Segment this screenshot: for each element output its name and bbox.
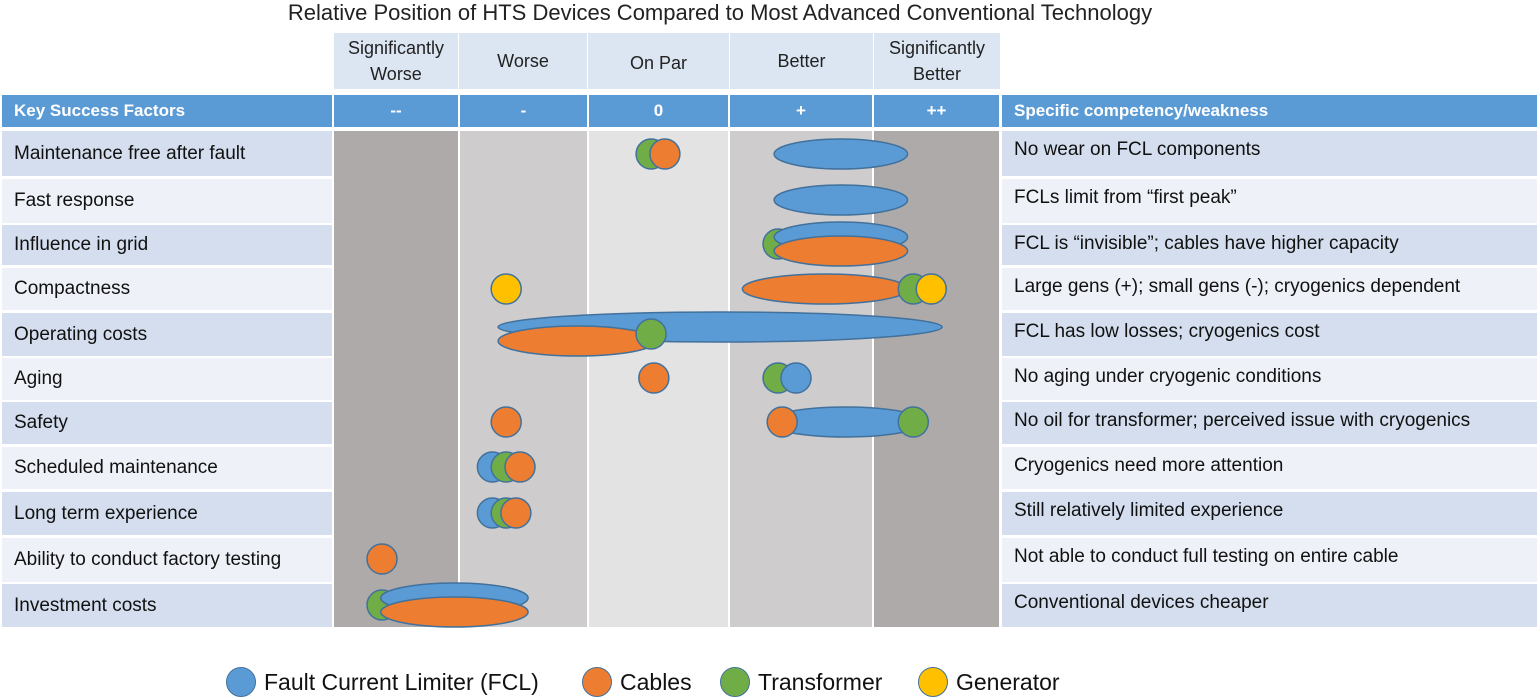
cables-marker <box>490 406 522 438</box>
comment-row: Cryogenics need more attention <box>1002 447 1537 489</box>
factor-row: Safety <box>2 402 332 444</box>
generator-marker <box>490 273 522 305</box>
comment-row: Still relatively limited experience <box>1002 492 1537 535</box>
band-significantly-worse <box>334 131 458 627</box>
factor-row: Fast response <box>2 179 332 223</box>
header-symbol-minus: - <box>460 95 587 127</box>
band-significantly-better <box>874 131 999 627</box>
factor-row: Ability to conduct factory testing <box>2 538 332 582</box>
legend-label: Generator <box>956 668 1060 695</box>
fcl-legend-swatch <box>226 667 256 697</box>
factor-row: Aging <box>2 358 332 400</box>
cables-marker <box>497 325 658 357</box>
scale-label-better: Better <box>730 33 873 89</box>
cables-marker <box>649 138 681 170</box>
header-symbol-zero: 0 <box>589 95 728 127</box>
transformer-legend-swatch <box>720 667 750 697</box>
scale-label-significantly-better: Significantly Better <box>874 33 1000 89</box>
scale-label-worse: Worse <box>459 33 587 89</box>
cables-legend-swatch <box>582 667 612 697</box>
cables-marker <box>504 451 536 483</box>
header-symbol-plus: + <box>730 95 872 127</box>
comment-row: No wear on FCL components <box>1002 131 1537 176</box>
legend-label: Cables <box>620 668 692 695</box>
factor-row: Compactness <box>2 268 332 310</box>
generator-marker <box>915 273 947 305</box>
cables-marker <box>741 273 909 305</box>
scale-label-on-par: On Par <box>588 33 729 89</box>
factor-row: Investment costs <box>2 584 332 627</box>
fault-current-limiter-fcl-marker <box>773 138 909 170</box>
band-worse <box>460 131 587 627</box>
legend-label: Transformer <box>758 668 883 695</box>
generator-legend-swatch <box>918 667 948 697</box>
legend-fcl: Fault Current Limiter (FCL) <box>226 666 539 698</box>
comment-row: Large gens (+); small gens (-); cryogeni… <box>1002 268 1537 310</box>
comment-row: Conventional devices cheaper <box>1002 584 1537 627</box>
factor-row: Operating costs <box>2 313 332 356</box>
factor-row: Influence in grid <box>2 225 332 265</box>
legend-label: Fault Current Limiter (FCL) <box>264 668 539 695</box>
header-specific-competency: Specific competency/weakness <box>1002 95 1537 127</box>
factor-row: Long term experience <box>2 492 332 535</box>
legend-transformer: Transformer <box>720 666 882 698</box>
header-key-success-factors: Key Success Factors <box>2 95 332 127</box>
cables-marker <box>366 543 398 575</box>
cables-marker <box>380 596 529 628</box>
comment-row: FCL has low losses; cryogenics cost <box>1002 313 1537 356</box>
header-symbol-double-plus: ++ <box>874 95 999 127</box>
legend-cables: Cables <box>582 666 692 698</box>
chart-title: Relative Position of HTS Devices Compare… <box>287 0 1153 25</box>
header-symbol-double-minus: -- <box>334 95 458 127</box>
cables-marker <box>766 406 798 438</box>
factor-row: Scheduled maintenance <box>2 447 332 489</box>
comment-row: No oil for transformer; perceived issue … <box>1002 402 1537 444</box>
comment-row: FCL is “invisible”; cables have higher c… <box>1002 225 1537 265</box>
comment-row: No aging under cryogenic conditions <box>1002 358 1537 400</box>
factor-row: Maintenance free after fault <box>2 131 332 176</box>
transformer-marker <box>635 318 667 350</box>
cables-marker <box>638 362 670 394</box>
cables-marker <box>773 235 909 267</box>
legend-generator: Generator <box>918 666 1060 698</box>
fault-current-limiter-fcl-marker <box>780 362 812 394</box>
scale-label-significantly-worse: Significantly Worse <box>334 33 458 89</box>
transformer-marker <box>897 406 930 438</box>
fault-current-limiter-fcl-marker <box>773 184 909 216</box>
comment-row: Not able to conduct full testing on enti… <box>1002 538 1537 582</box>
comment-row: FCLs limit from “first peak” <box>1002 179 1537 223</box>
cables-marker <box>500 497 532 529</box>
